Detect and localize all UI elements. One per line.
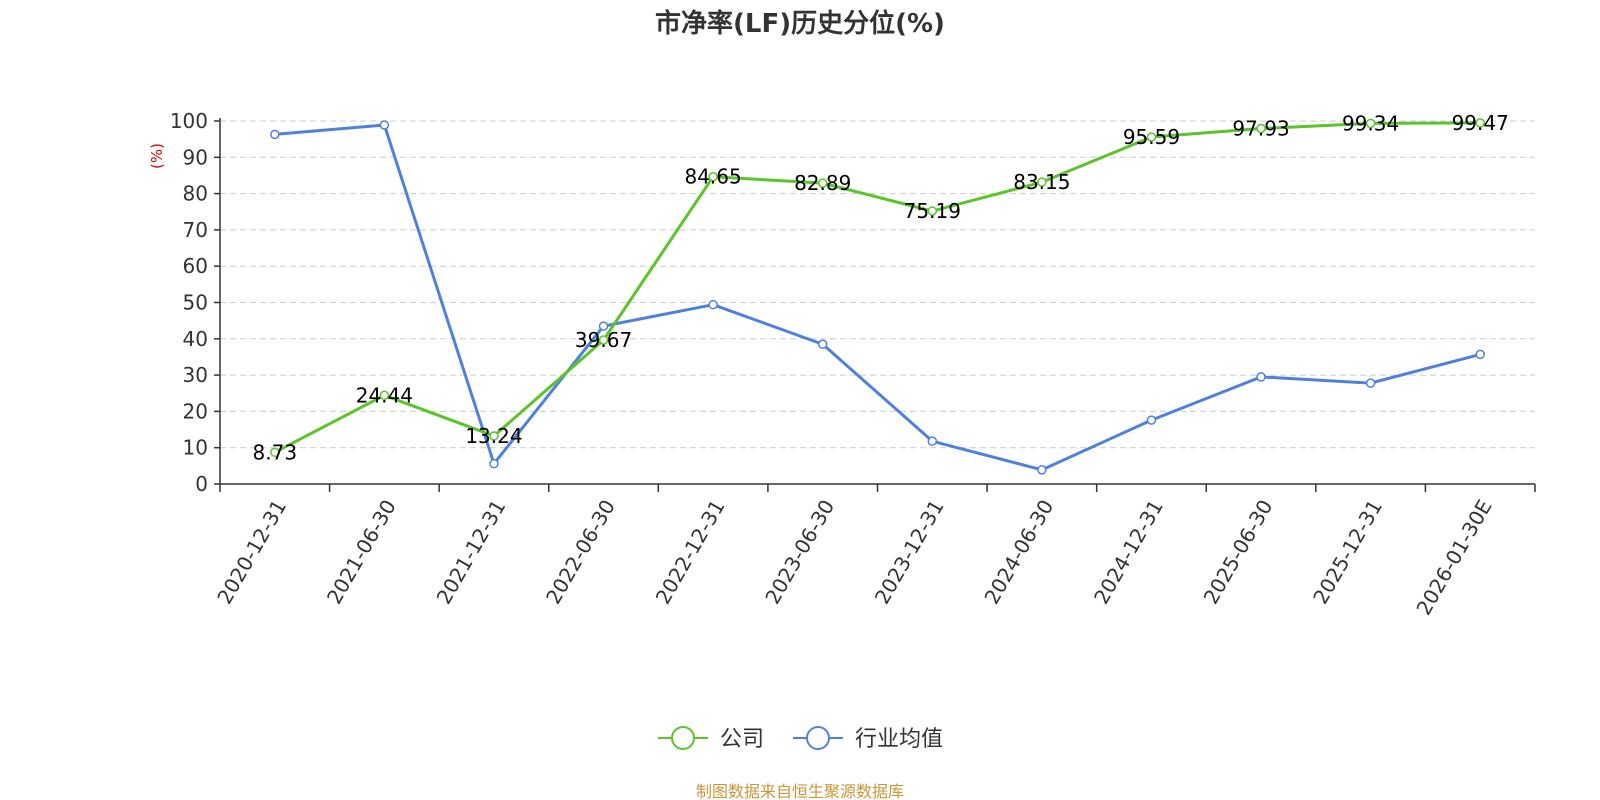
x-tick-label: 2022-12-31	[651, 496, 730, 609]
data-point	[1475, 349, 1485, 360]
data-label: 84.65	[684, 165, 741, 189]
legend-marker	[671, 726, 695, 750]
axes: 0 10 20 30 40 50 60 70 80 90 100 2020-12-31 2021-06-…	[170, 109, 1536, 620]
data-label: 99.47	[1452, 111, 1509, 135]
x-tick-label: 2021-06-30	[322, 496, 401, 609]
data-label: 95.59	[1123, 125, 1180, 149]
legend-label: 公司	[720, 727, 764, 752]
y-tick-label: 90	[183, 145, 208, 169]
data-point	[1475, 118, 1485, 128]
chart-title: 市净率(LF)历史分位(%)	[655, 8, 945, 39]
data-point	[927, 206, 938, 216]
legend-item[interactable]: 行业均值	[793, 726, 943, 752]
legend[interactable]: 公司 行业均值	[658, 726, 943, 752]
legend-label: 行业均值	[855, 727, 943, 752]
data-point	[379, 120, 390, 130]
data-label: 24.44	[356, 383, 413, 407]
x-tick-label: 2025-12-31	[1308, 496, 1387, 609]
y-axis-label: (%)	[148, 143, 166, 169]
y-tick-label: 80	[183, 182, 208, 206]
data-point	[927, 436, 938, 446]
legend-item[interactable]: 公司	[658, 726, 764, 752]
y-tick-label: 20	[183, 399, 208, 423]
x-tick-label: 2020-12-31	[212, 496, 291, 609]
data-point	[270, 447, 280, 458]
data-point	[1146, 132, 1157, 142]
data-point	[379, 390, 390, 401]
data-point	[1037, 465, 1047, 475]
data-label: 83.15	[1013, 170, 1070, 194]
series-lines	[270, 118, 1485, 475]
x-tick-label: 2022-06-30	[541, 496, 620, 609]
data-point	[598, 321, 609, 331]
source-note: 制图数据来自恒生聚源数据库	[696, 782, 904, 800]
x-tick-label: 2021-12-31	[432, 496, 511, 609]
data-point	[1146, 415, 1157, 425]
data-label: 13.24	[465, 424, 522, 448]
x-tick-label: 2024-06-30	[979, 496, 1058, 609]
y-tick-label: 60	[183, 254, 208, 278]
y-tick-label: 100	[170, 109, 208, 133]
y-tick-label: 70	[183, 218, 208, 242]
data-point	[489, 431, 499, 441]
data-label: 39.67	[575, 328, 632, 352]
x-tick-label: 2023-12-31	[870, 496, 949, 609]
data-point	[708, 299, 718, 310]
x-tick-label: 2023-06-30	[760, 496, 839, 609]
x-tick-label: 2024-12-31	[1089, 496, 1168, 609]
data-label: 75.19	[904, 199, 961, 223]
data-label: 97.93	[1232, 117, 1289, 141]
data-point	[1365, 118, 1376, 129]
data-point	[817, 178, 828, 188]
data-point	[1256, 372, 1266, 382]
data-point	[1365, 378, 1376, 388]
data-point	[489, 458, 499, 469]
data-point	[708, 171, 718, 182]
y-tick-label: 30	[183, 363, 208, 387]
y-tick-label: 40	[183, 327, 208, 351]
series-line	[274, 123, 1481, 472]
data-point	[817, 339, 828, 349]
data-labels: 8.73 24.44 13.24 39.67 84.65 82.89 75.19 83.15 9…	[253, 111, 1509, 464]
data-label: 8.73	[253, 440, 298, 464]
y-tick-label: 0	[195, 472, 208, 496]
x-tick-label: 2026-01-30E	[1411, 496, 1496, 620]
y-tick-label: 50	[183, 291, 208, 315]
data-label: 99.34	[1342, 111, 1399, 135]
data-point	[598, 335, 609, 345]
y-tick-label: 10	[183, 436, 208, 460]
data-label: 82.89	[794, 171, 851, 195]
series-line	[274, 121, 1481, 454]
legend-marker	[806, 726, 830, 750]
grid	[220, 120, 1535, 449]
x-tick-label: 2025-06-30	[1199, 496, 1278, 609]
data-point	[1037, 177, 1047, 187]
data-point	[1256, 123, 1266, 134]
data-point	[270, 129, 280, 140]
